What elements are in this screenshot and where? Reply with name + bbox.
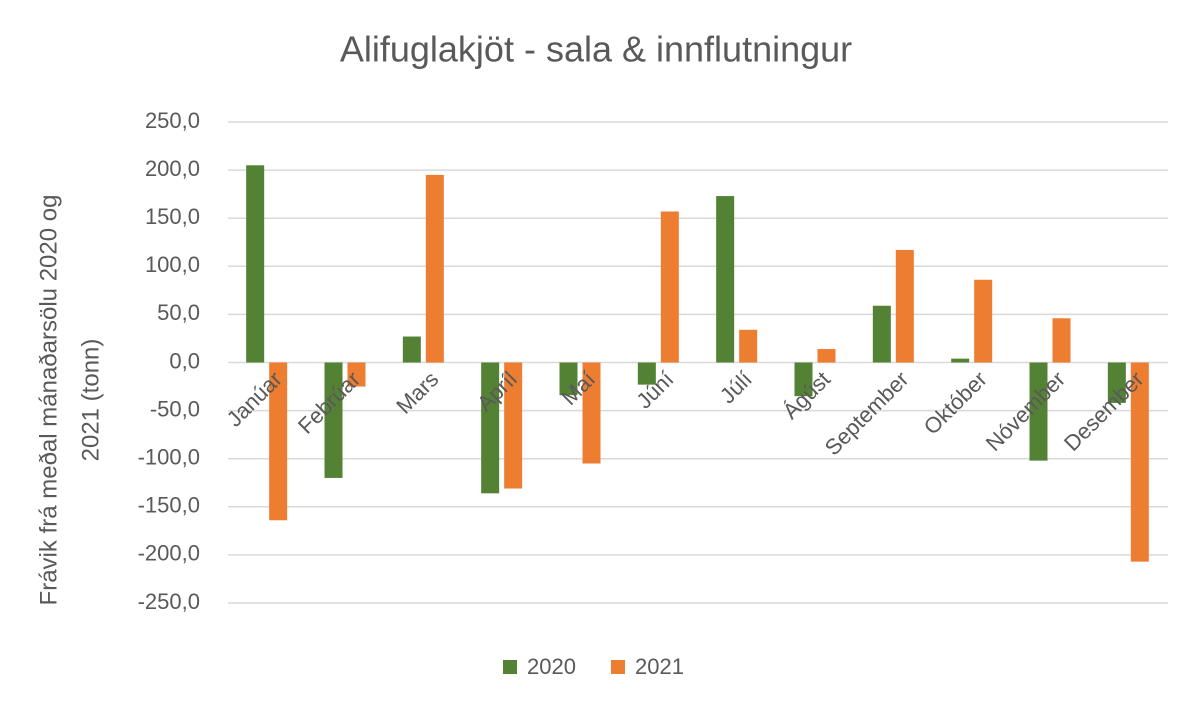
x-tick-label: Júlí: [715, 366, 757, 408]
bar: [637, 362, 656, 385]
y-tick-label: -150,0: [138, 493, 200, 518]
bar: [794, 362, 813, 397]
x-tick-label: Október: [919, 366, 992, 439]
y-tick-label: 50,0: [157, 300, 200, 325]
bar: [872, 305, 891, 363]
bar: [739, 329, 758, 363]
chart-title: Alifuglakjöt - sala & innflutningur: [340, 29, 852, 70]
bar: [269, 362, 288, 521]
bar: [402, 336, 421, 363]
bar: [660, 211, 679, 363]
bar: [817, 349, 836, 363]
bar: [716, 196, 735, 363]
y-tick-label: 150,0: [145, 204, 200, 229]
bar: [1130, 362, 1149, 562]
y-tick-label: -50,0: [150, 396, 200, 421]
legend-swatch: [503, 660, 517, 674]
y-tick-label: 100,0: [145, 252, 200, 277]
legend-label: 2020: [527, 654, 576, 679]
legend-label: 2021: [635, 654, 684, 679]
y-axis-label: Frávik frá meðal mánaðarsölu 2020 og: [35, 195, 62, 606]
bar: [974, 279, 993, 363]
y-axis-label: 2021 (tonn): [77, 339, 104, 462]
x-tick-label: September: [820, 366, 914, 460]
y-tick-label: 0,0: [169, 348, 200, 373]
legend-swatch: [611, 660, 625, 674]
y-tick-label: -250,0: [138, 589, 200, 614]
y-tick-label: 200,0: [145, 156, 200, 181]
y-tick-label: 250,0: [145, 108, 200, 133]
bar: [559, 362, 578, 396]
bar: [1107, 362, 1126, 403]
bar: [1052, 318, 1071, 363]
bar: [425, 174, 444, 363]
bar: [347, 362, 366, 387]
bar: [324, 362, 343, 478]
y-tick-label: -200,0: [138, 541, 200, 566]
bar: [246, 165, 265, 363]
bar: [951, 358, 970, 363]
bar: [1029, 362, 1048, 461]
bar: [895, 249, 914, 363]
bar: [582, 362, 601, 464]
bar: [481, 362, 500, 494]
bar: [504, 362, 523, 489]
y-tick-label: -100,0: [138, 445, 200, 470]
